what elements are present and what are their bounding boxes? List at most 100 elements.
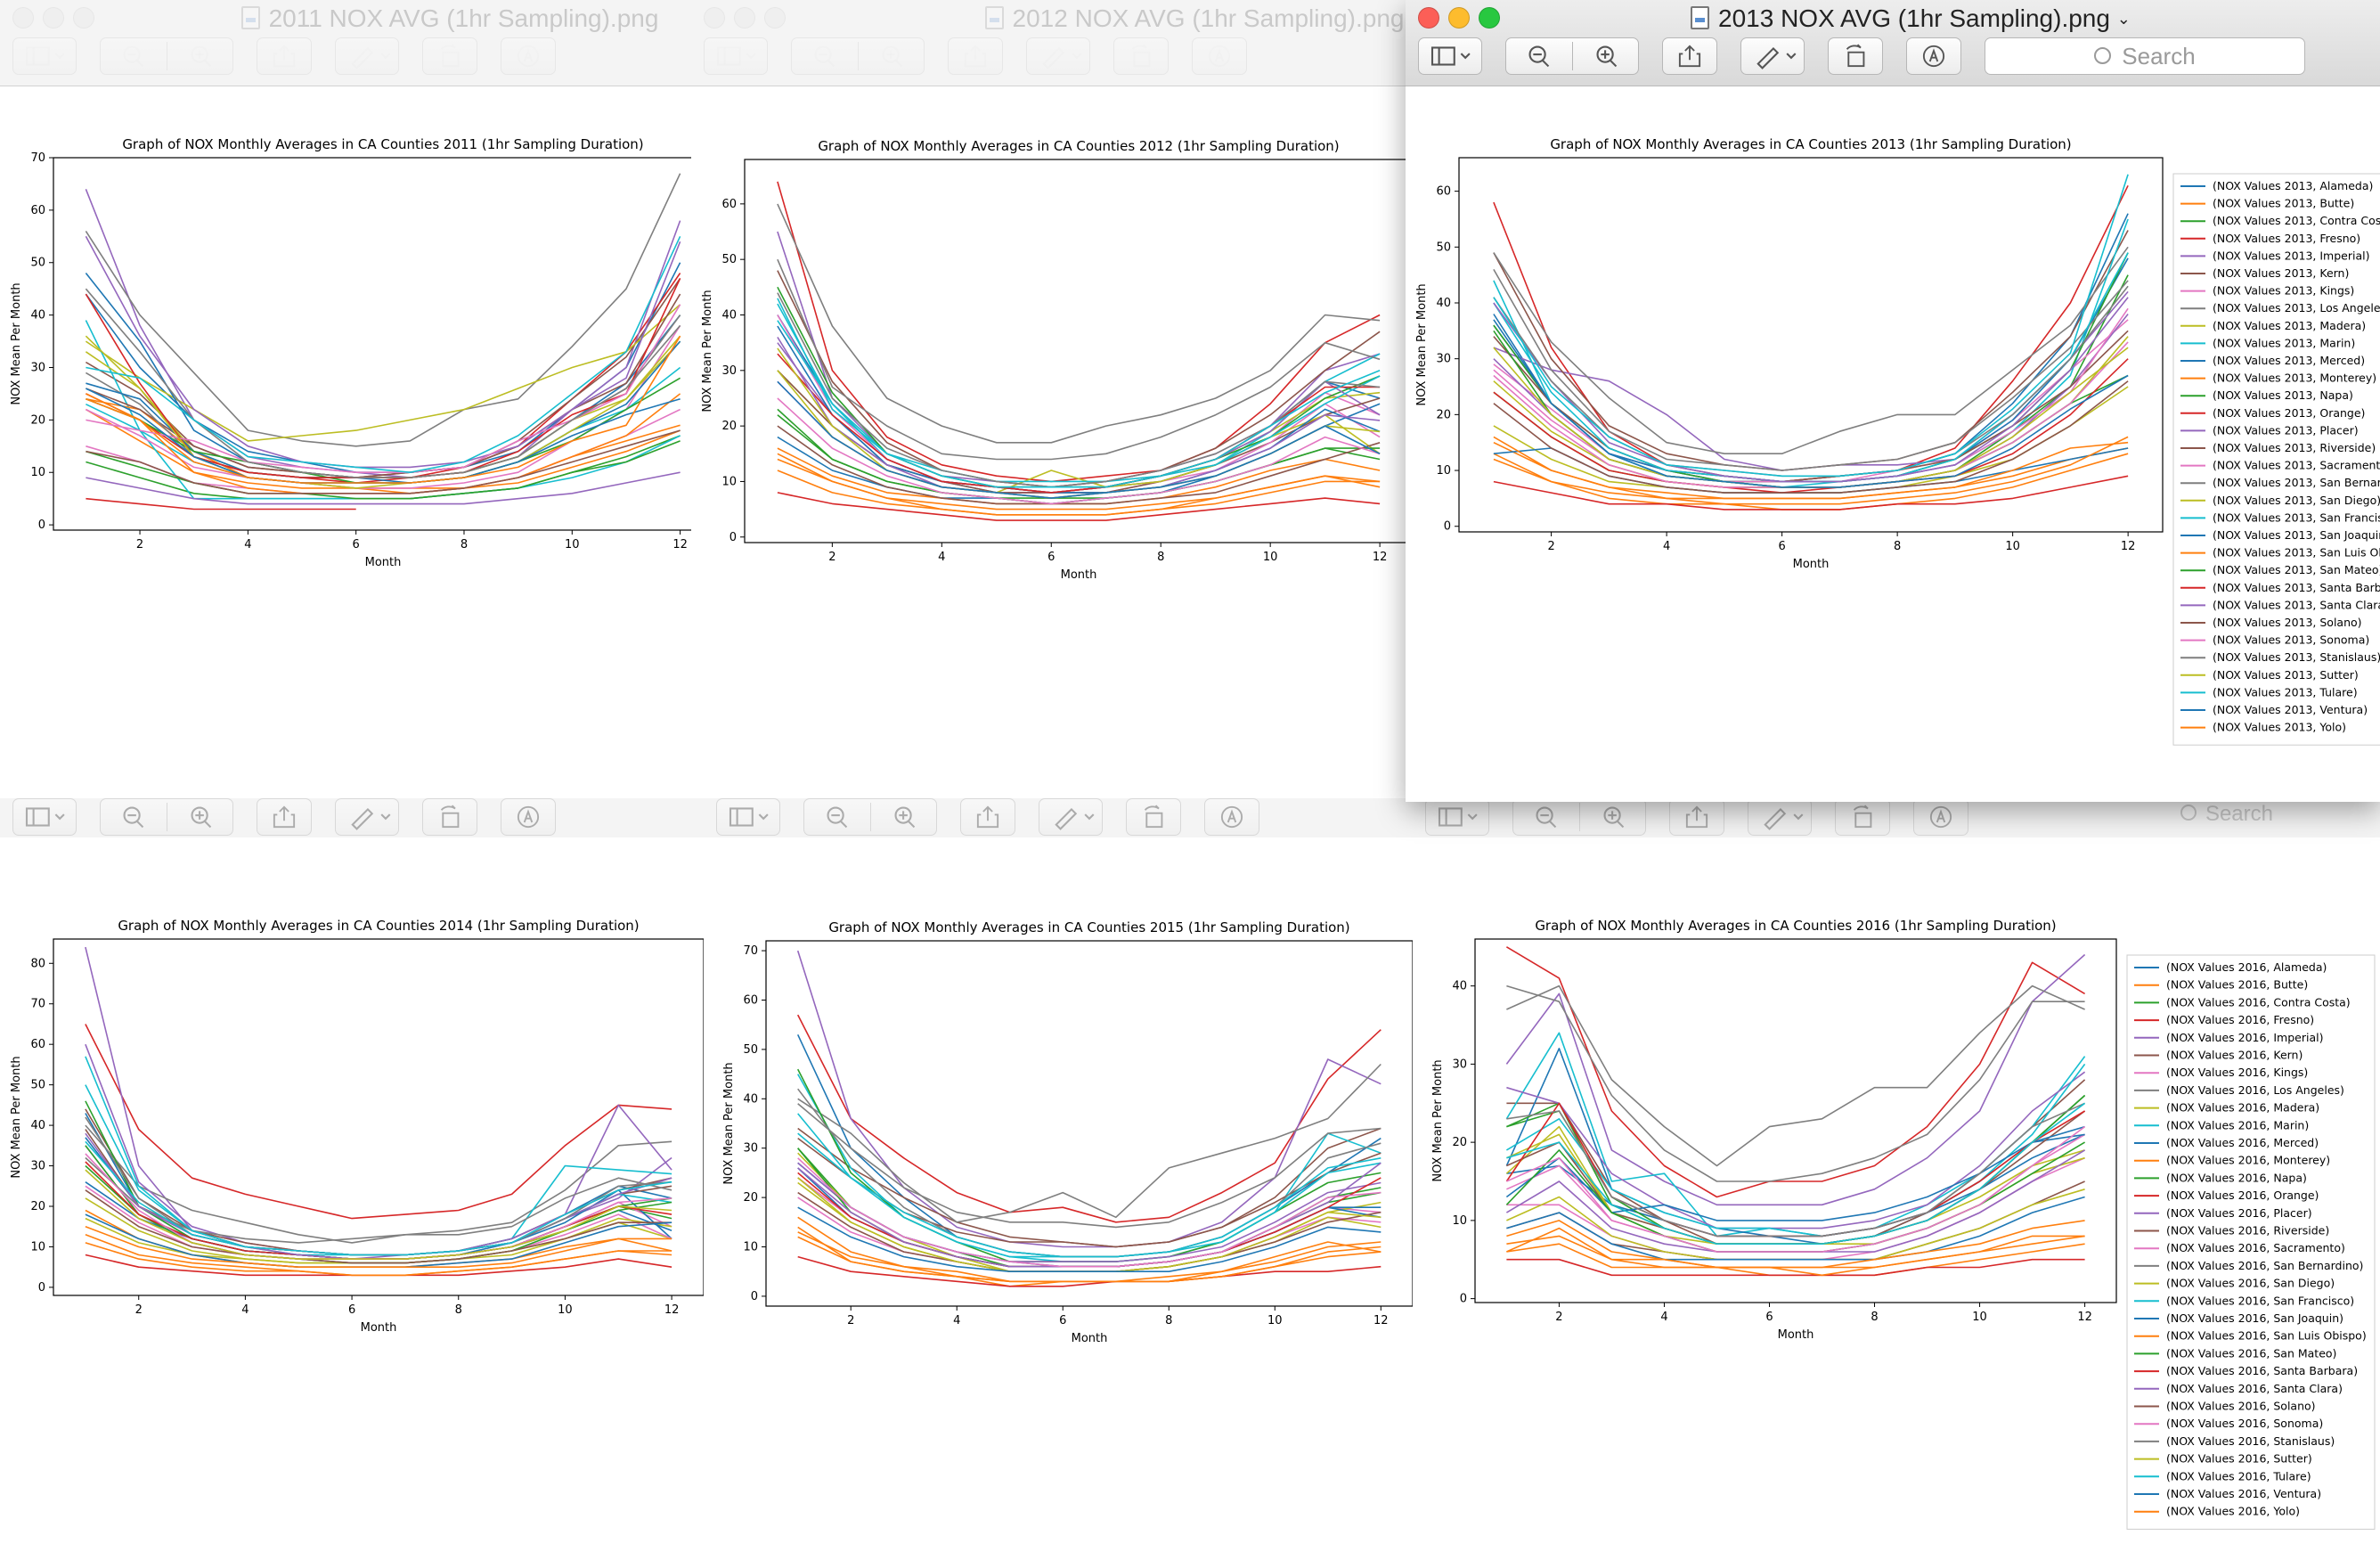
search-placeholder: Search bbox=[2205, 802, 2273, 826]
window-controls bbox=[1418, 7, 1509, 33]
series-line-san-bernardino bbox=[777, 258, 1381, 461]
legend-label: (NOX Values 2013, Los Angeles) bbox=[2213, 301, 2380, 314]
annotate-button[interactable] bbox=[501, 37, 556, 75]
legend-label: (NOX Values 2013, Placer) bbox=[2213, 423, 2359, 437]
title-chevron-icon[interactable]: ⌄ bbox=[2116, 10, 2131, 28]
close-button[interactable] bbox=[704, 7, 725, 29]
sidebar-toggle-button[interactable] bbox=[1425, 798, 1489, 836]
share-button[interactable] bbox=[257, 798, 312, 836]
y-tick-label: 60 bbox=[743, 993, 758, 1007]
series-line-contra-costa bbox=[85, 1164, 672, 1260]
rotate-icon bbox=[1127, 799, 1180, 835]
series-line-santa-barbara bbox=[777, 353, 1381, 494]
legend: (NOX Values 2016, Alameda) (NOX Values 20… bbox=[2126, 954, 2376, 1530]
x-tick-label: 4 bbox=[953, 1314, 960, 1327]
share-button[interactable] bbox=[1662, 37, 1717, 75]
chart-area: Graph of NOX Monthly Averages in CA Coun… bbox=[1431, 918, 2117, 1342]
x-axis-label: Month bbox=[1778, 1328, 1814, 1342]
y-tick-label: 0 bbox=[38, 1281, 45, 1295]
toolbar-2015-peek bbox=[704, 798, 1413, 837]
series-line-madera bbox=[85, 304, 681, 442]
y-tick-label: 30 bbox=[1452, 1058, 1467, 1071]
markup-button[interactable] bbox=[335, 798, 399, 836]
series-line-imperial bbox=[85, 946, 672, 1256]
legend-label: (NOX Values 2013, Santa Clara) bbox=[2213, 598, 2380, 611]
legend-label: (NOX Values 2016, San Diego) bbox=[2166, 1277, 2335, 1290]
share-button[interactable] bbox=[257, 37, 312, 75]
legend-label: (NOX Values 2013, Kern) bbox=[2213, 266, 2349, 280]
x-tick-label: 10 bbox=[1972, 1311, 1987, 1324]
y-tick-label: 50 bbox=[721, 253, 737, 266]
rotate-button[interactable] bbox=[422, 798, 477, 836]
legend-label: (NOX Values 2013, Marin) bbox=[2213, 336, 2355, 349]
share-button[interactable] bbox=[960, 798, 1015, 836]
x-tick-label: 6 bbox=[353, 538, 360, 551]
zoom-button[interactable] bbox=[73, 7, 94, 29]
share-icon bbox=[257, 38, 311, 74]
y-tick-label: 30 bbox=[30, 361, 45, 374]
toolbar-buttons bbox=[12, 37, 579, 78]
legend-label: (NOX Values 2016, Yolo) bbox=[2166, 1505, 2300, 1518]
search-input[interactable]: Search bbox=[1985, 37, 2305, 75]
zoom-out-button[interactable] bbox=[791, 37, 925, 75]
x-tick-label: 10 bbox=[565, 538, 580, 551]
zoom-out-button[interactable] bbox=[100, 798, 233, 836]
share-button[interactable] bbox=[1669, 798, 1724, 836]
series-line-san-joaquin bbox=[777, 325, 1381, 494]
series-line-orange bbox=[1493, 475, 2129, 511]
markup-button[interactable] bbox=[1039, 798, 1103, 836]
sidebar-toggle-button[interactable] bbox=[716, 798, 780, 836]
annotate-button[interactable] bbox=[501, 798, 556, 836]
chart-2012: Graph of NOX Monthly Averages in CA Coun… bbox=[701, 138, 1413, 582]
rotate-button[interactable] bbox=[1828, 37, 1883, 75]
close-button[interactable] bbox=[12, 7, 34, 29]
zoom-out-icon bbox=[1513, 799, 1579, 835]
series-line-solano bbox=[777, 425, 1381, 505]
sidebar-toggle-button[interactable] bbox=[12, 798, 77, 836]
annotate-button[interactable] bbox=[1204, 798, 1259, 836]
legend-label: (NOX Values 2016, Solano) bbox=[2166, 1400, 2316, 1413]
chart-area: Graph of NOX Monthly Averages in CA Coun… bbox=[10, 918, 704, 1335]
chart-area: Graph of NOX Monthly Averages in CA Coun… bbox=[701, 138, 1413, 582]
markup-button[interactable] bbox=[335, 37, 399, 75]
series-line-sonoma bbox=[1506, 1125, 2086, 1253]
zoom-button[interactable] bbox=[764, 7, 786, 29]
markup-button[interactable] bbox=[1026, 37, 1090, 75]
share-button[interactable] bbox=[948, 37, 1003, 75]
zoom-button[interactable] bbox=[1479, 7, 1500, 29]
y-axis-label: NOX Mean Per Month bbox=[10, 282, 23, 404]
annotate-button[interactable] bbox=[1192, 37, 1247, 75]
zoom-in-icon bbox=[1581, 799, 1647, 835]
rotate-button[interactable] bbox=[422, 37, 477, 75]
close-button[interactable] bbox=[1418, 7, 1439, 29]
legend-label: (NOX Values 2013, San Bernardino) bbox=[2213, 476, 2380, 489]
x-tick-label: 4 bbox=[244, 538, 251, 551]
rotate-button[interactable] bbox=[1835, 798, 1890, 836]
annot-icon bbox=[1907, 38, 1960, 74]
window-2012: 2012 NOX AVG (1hr Sampling).png Graph of… bbox=[691, 0, 1413, 802]
sidebar-toggle-button[interactable] bbox=[12, 37, 77, 75]
zoom-out-button[interactable] bbox=[803, 798, 937, 836]
zoom-out-button[interactable] bbox=[100, 37, 233, 75]
series-line-fresno bbox=[796, 1014, 1382, 1223]
series-line-yolo bbox=[797, 1236, 1382, 1283]
markup-button[interactable] bbox=[1740, 37, 1805, 75]
series-line-imperial bbox=[1505, 953, 2086, 1206]
sidebar-toggle-button[interactable] bbox=[1418, 37, 1482, 75]
annotate-button[interactable] bbox=[1913, 798, 1968, 836]
minimize-button[interactable] bbox=[43, 7, 64, 29]
minimize-button[interactable] bbox=[1448, 7, 1470, 29]
x-tick-label: 10 bbox=[1267, 1314, 1283, 1327]
sidebar-toggle-button[interactable] bbox=[704, 37, 768, 75]
share-icon bbox=[1670, 799, 1724, 835]
legend-label: (NOX Values 2016, Orange) bbox=[2166, 1189, 2319, 1202]
series-line-fresno bbox=[1505, 946, 2086, 1198]
annotate-button[interactable] bbox=[1906, 37, 1961, 75]
y-tick-label: 70 bbox=[743, 944, 758, 958]
minimize-button[interactable] bbox=[734, 7, 755, 29]
legend-label: (NOX Values 2013, San Joaquin) bbox=[2213, 528, 2380, 542]
zoom-out-button[interactable] bbox=[1505, 37, 1639, 75]
rotate-button[interactable] bbox=[1113, 37, 1169, 75]
rotate-button[interactable] bbox=[1126, 798, 1181, 836]
legend-label: (NOX Values 2013, Kings) bbox=[2213, 284, 2354, 298]
